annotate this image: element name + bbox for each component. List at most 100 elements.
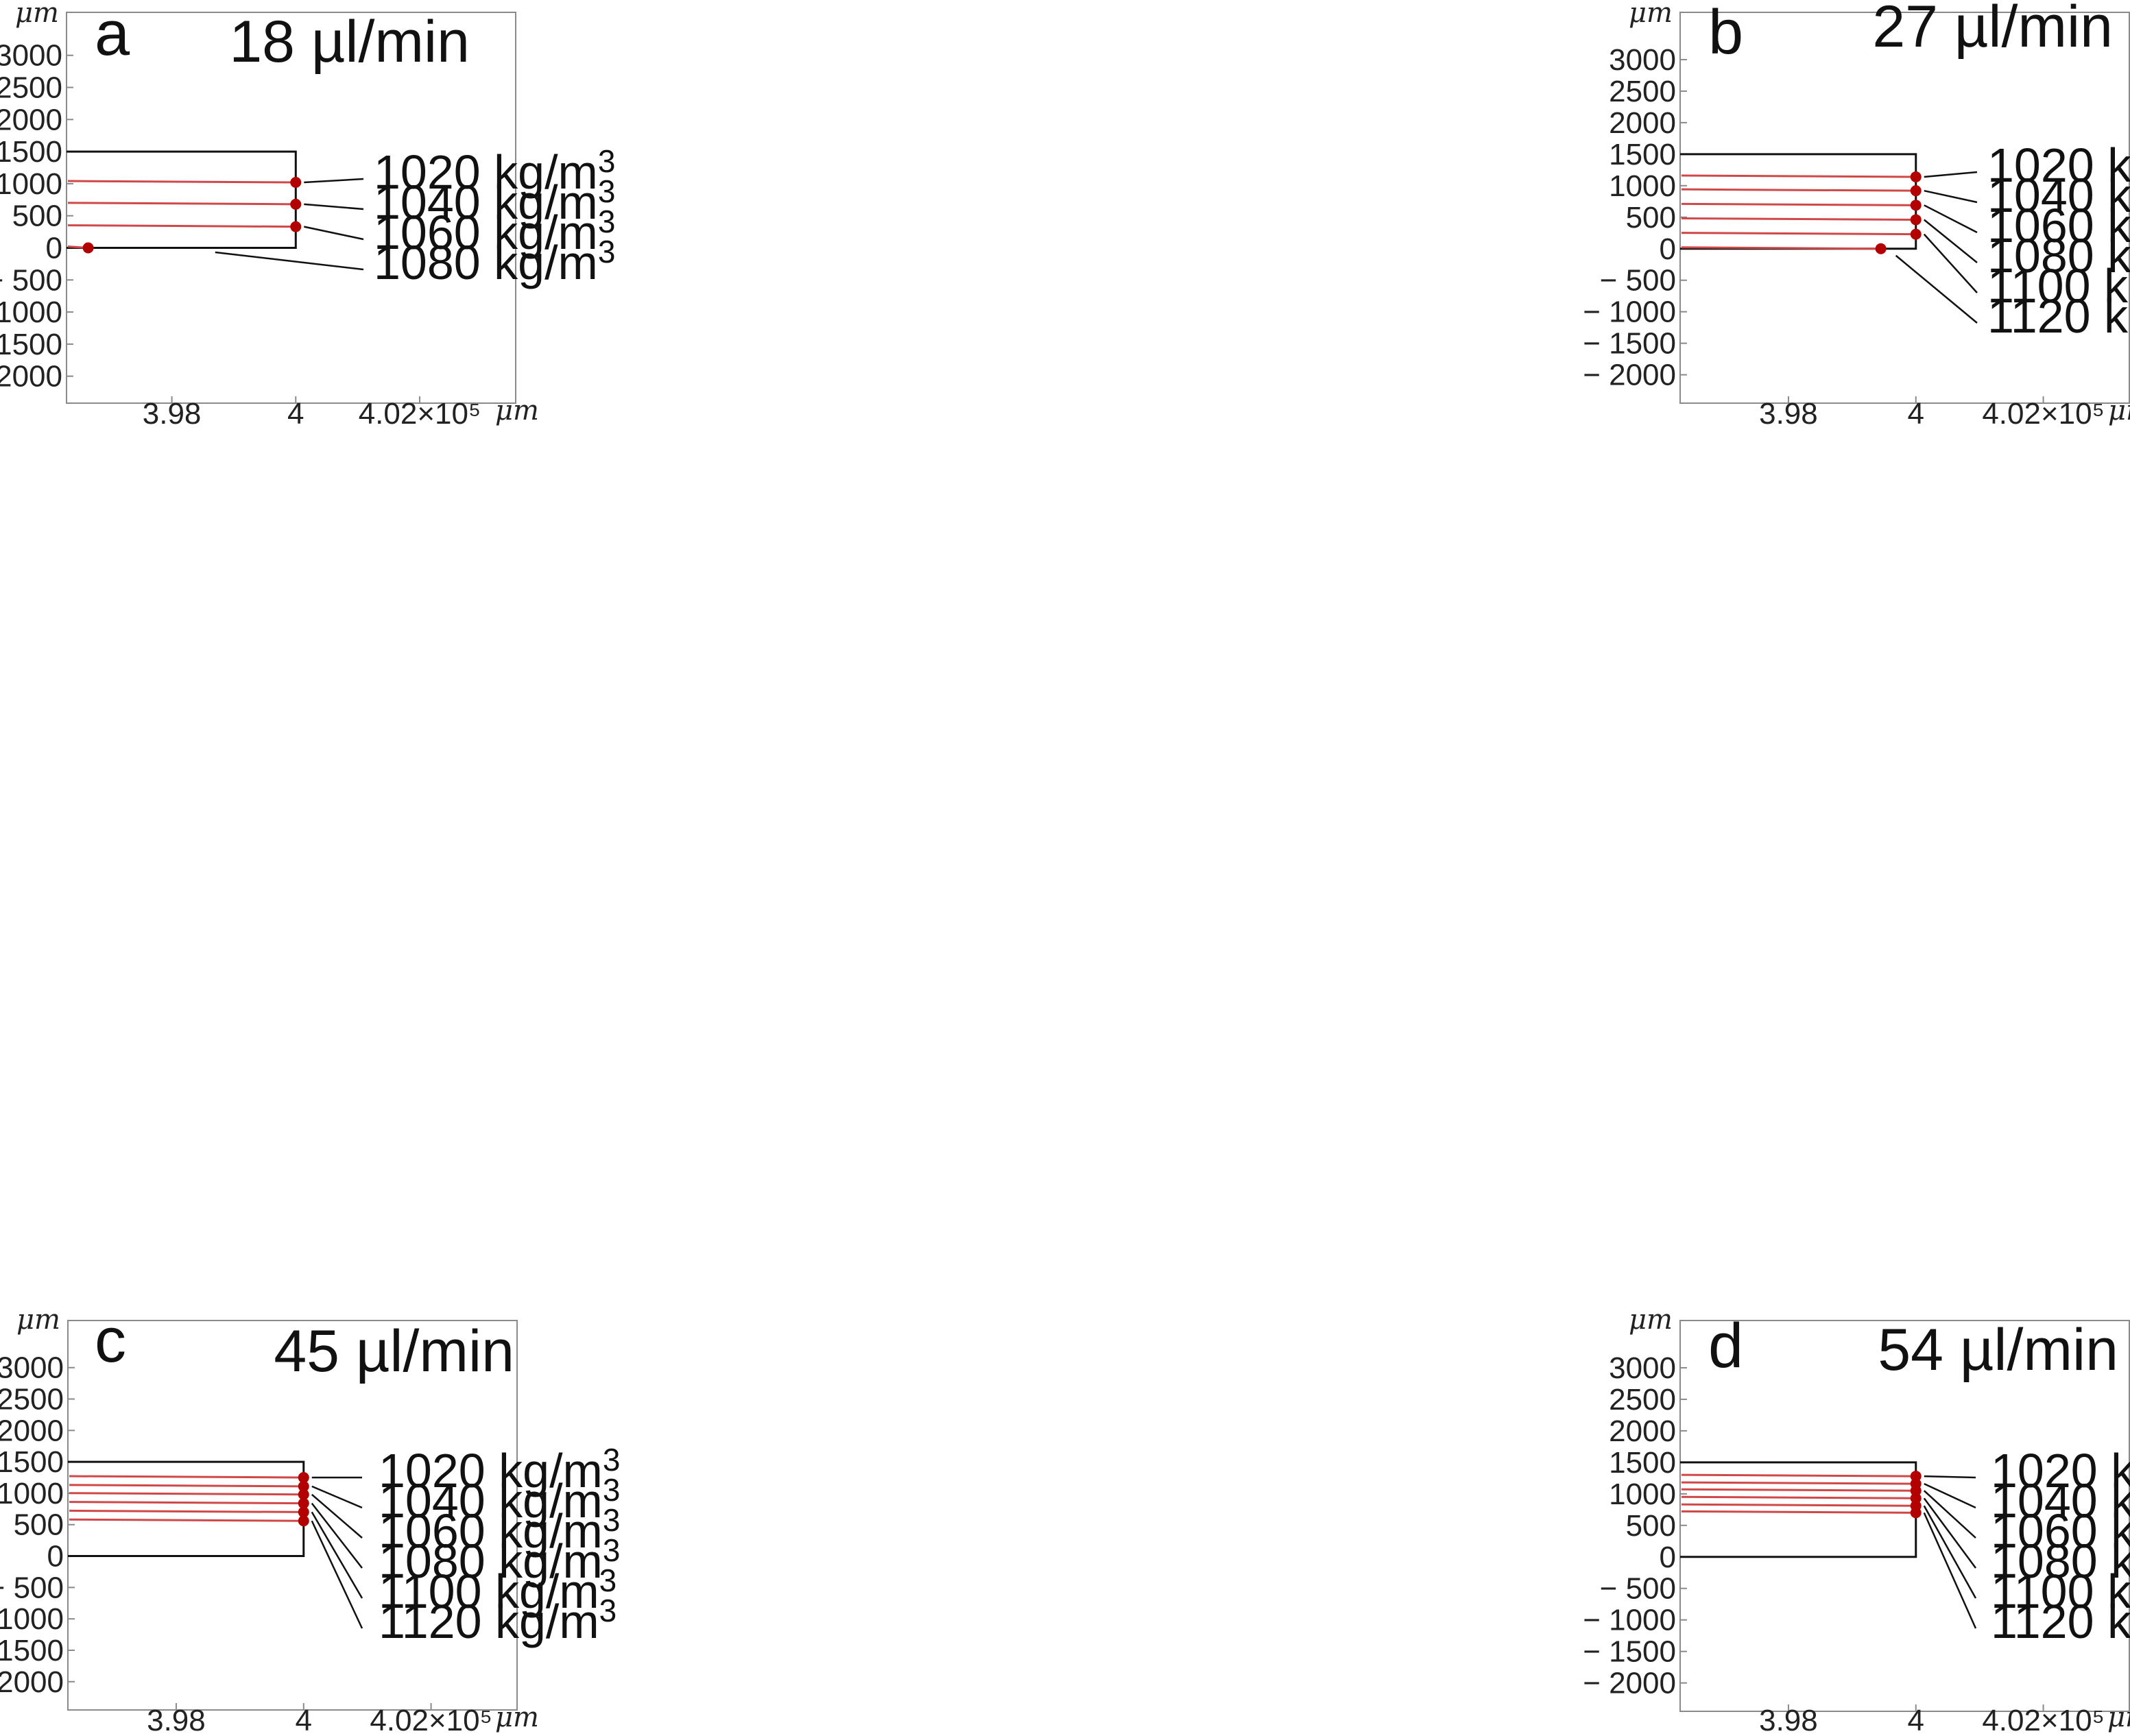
x-tick-label: 4	[1908, 1704, 1924, 1736]
particle-marker	[1875, 243, 1887, 254]
flow-rate-label: 54 µl/min	[1878, 1317, 2118, 1383]
y-tick-label: 0	[46, 231, 62, 265]
plot-frame	[1679, 12, 2130, 404]
leader-line	[311, 1511, 363, 1599]
particle-marker	[290, 198, 302, 210]
x-tick-label: 4.02×10⁵	[359, 397, 481, 431]
y-tick-label: 1000	[0, 167, 62, 201]
trajectory-line	[1681, 188, 1916, 192]
y-tick-label: − 1000	[1583, 1604, 1676, 1637]
y-tick-label: − 500	[1600, 264, 1676, 298]
y-tick-label: 3000	[0, 1351, 64, 1385]
y-tick-label: 500	[12, 200, 62, 233]
y-tick-label: 2000	[0, 103, 62, 136]
density-label: 1080 kg/m3	[374, 234, 615, 289]
density-label: 1060 kg/m3	[379, 1502, 620, 1558]
leader-line	[304, 203, 364, 210]
trajectory-line	[69, 1484, 304, 1488]
trajectory-line	[69, 1501, 304, 1505]
particle-marker	[290, 177, 302, 189]
particle-marker	[1910, 214, 1922, 226]
y-tick-label: 500	[1626, 1509, 1676, 1543]
flow-rate-label: 18 µl/min	[229, 9, 470, 75]
panel-d: 3000 2500 2000 1500 1000 500 0− 500− 1000− 150…	[1065, 868, 2130, 1736]
plot-frame	[1679, 1320, 2130, 1712]
density-label: 1080 kg/m3	[379, 1532, 620, 1588]
y-tick-label: 1500	[0, 135, 62, 169]
leader-line	[1924, 1475, 1976, 1479]
y-tick-label: 0	[1660, 232, 1676, 266]
leader-line	[1923, 233, 1978, 293]
particle-marker	[298, 1515, 309, 1527]
x-tick-label: 4.02×10⁵	[1982, 397, 2105, 431]
trajectory-line	[67, 180, 296, 184]
plot-frame	[66, 12, 516, 404]
y-tick-label: − 2000	[0, 1665, 64, 1699]
density-label: 1080 kg/m3	[1991, 1532, 2130, 1588]
particle-marker	[1910, 171, 1922, 182]
particle-marker	[1910, 185, 1922, 197]
plot-frame	[67, 1320, 518, 1711]
x-unit-label: μm	[2108, 395, 2130, 426]
y-tick-label: − 1500	[0, 328, 62, 361]
y-tick-label: 1000	[0, 1477, 64, 1510]
trajectory-line	[67, 224, 296, 228]
y-tick-label: 2000	[1609, 106, 1676, 140]
leader-line	[304, 226, 364, 241]
particle-marker	[1910, 1485, 1922, 1497]
x-tick-label: 3.98	[147, 1704, 206, 1736]
particle-marker	[1910, 1507, 1922, 1519]
leader-line	[304, 178, 364, 184]
channel-outline	[67, 150, 297, 249]
y-unit-label: μm	[1629, 1304, 1673, 1336]
leader-line	[1924, 189, 1978, 204]
trajectory-line	[69, 1492, 304, 1496]
y-tick-label: 500	[14, 1508, 64, 1542]
trajectory-line	[1681, 1473, 1916, 1478]
x-tick-label: 3.98	[143, 397, 202, 431]
density-label: 1020 kg/m3	[1987, 136, 2130, 192]
panel-letter: a	[95, 0, 130, 69]
x-tick-label: 4	[296, 1704, 312, 1736]
y-tick-label: 2500	[0, 71, 62, 105]
density-label: 1020 kg/m3	[374, 143, 615, 199]
density-label: 1080 kg/m3	[1987, 227, 2130, 282]
particle-marker	[298, 1497, 309, 1509]
y-tick-label: 2500	[0, 1383, 64, 1416]
x-tick-label: 4	[1908, 397, 1924, 431]
x-unit-label: μm	[495, 1702, 539, 1733]
leader-line	[1923, 1512, 1977, 1629]
x-tick-label: 4.02×10⁵	[370, 1704, 492, 1736]
trajectory-line	[1681, 202, 1916, 206]
leader-line	[311, 1493, 363, 1539]
density-label: 1060 kg/m3	[1987, 197, 2130, 252]
y-tick-label: 1500	[0, 1445, 64, 1479]
x-tick-label: 4.02×10⁵	[1982, 1704, 2105, 1736]
density-label: 1100 kg/m3	[379, 1563, 617, 1618]
particle-marker	[298, 1480, 309, 1492]
y-tick-label: − 500	[1600, 1572, 1676, 1606]
particle-marker	[298, 1488, 309, 1500]
particle-marker	[82, 242, 94, 254]
trajectory-line	[1681, 174, 1916, 178]
y-tick-label: − 1000	[0, 296, 62, 329]
y-tick-label: 1500	[1609, 1446, 1676, 1480]
y-unit-label: μm	[15, 0, 59, 29]
y-tick-label: 500	[1626, 201, 1676, 234]
trajectory-line	[69, 1518, 304, 1522]
x-unit-label: μm	[2107, 1702, 2130, 1733]
trajectory-line	[1681, 217, 1916, 221]
leader-line	[1924, 204, 1978, 234]
particle-marker	[290, 221, 302, 232]
panel-letter: b	[1708, 0, 1743, 67]
particle-marker	[298, 1506, 309, 1518]
density-label: 1120 kg/m3	[379, 1593, 617, 1648]
x-tick-label: 3.98	[1759, 397, 1818, 431]
trajectory-line	[69, 1509, 304, 1513]
y-tick-label: − 1000	[1583, 296, 1676, 329]
leader-line	[1923, 1505, 1977, 1599]
